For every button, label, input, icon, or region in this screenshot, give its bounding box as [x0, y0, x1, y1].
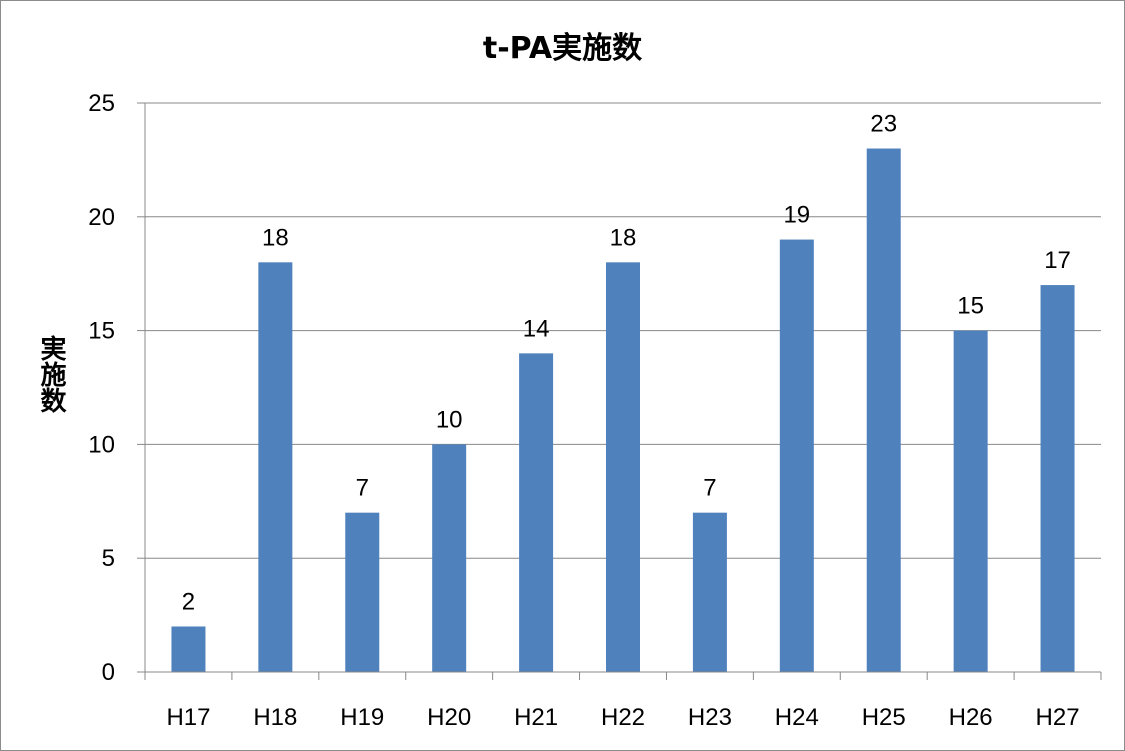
data-label: 17 [1044, 247, 1071, 274]
data-label: 15 [957, 293, 984, 320]
x-tick-label: H20 [427, 704, 471, 731]
data-label: 18 [262, 224, 289, 251]
chart-title: t-PA実施数 [482, 31, 643, 66]
axes [137, 102, 1102, 680]
x-tick-label: H18 [253, 704, 297, 731]
x-tick-label: H26 [949, 704, 993, 731]
bar [1040, 285, 1075, 672]
bar [258, 262, 293, 672]
data-label: 10 [436, 406, 463, 433]
bar [866, 148, 901, 672]
bar [779, 239, 814, 672]
bar [606, 262, 640, 672]
data-label: 19 [783, 202, 810, 229]
labels: 0 5 10 15 20 25 2 H17 18 H18 7 H19 10 H20 14 H21 18 H22 7 H… [88, 90, 1079, 731]
bar [171, 626, 206, 672]
x-tick-label: H17 [166, 704, 210, 731]
y-tick-label: 15 [88, 318, 115, 345]
x-tick-label: H23 [688, 704, 732, 731]
bar [432, 444, 467, 672]
y-tick-label: 20 [88, 204, 115, 231]
data-label: 2 [182, 588, 195, 615]
bars [171, 148, 1075, 672]
data-label: 23 [870, 111, 897, 138]
y-tick-label: 0 [102, 659, 115, 686]
x-tick-label: H19 [340, 704, 384, 731]
bar [519, 353, 554, 672]
x-tick-label: H22 [601, 704, 645, 731]
x-tick-label: H21 [514, 704, 558, 731]
x-tick-label: H24 [775, 704, 819, 731]
y-axis-label: 実施数 [36, 335, 66, 413]
data-label: 14 [523, 315, 550, 342]
data-label: 7 [356, 475, 369, 502]
data-label: 7 [703, 475, 716, 502]
bar [345, 512, 380, 672]
x-tick-label: H25 [862, 704, 906, 731]
data-label: 18 [610, 224, 637, 251]
x-tick-label: H27 [1036, 704, 1080, 731]
bar [953, 330, 988, 672]
y-tick-label: 25 [88, 90, 115, 117]
y-tick-label: 10 [88, 431, 115, 458]
y-tick-label: 5 [102, 545, 115, 572]
bar [692, 512, 727, 672]
